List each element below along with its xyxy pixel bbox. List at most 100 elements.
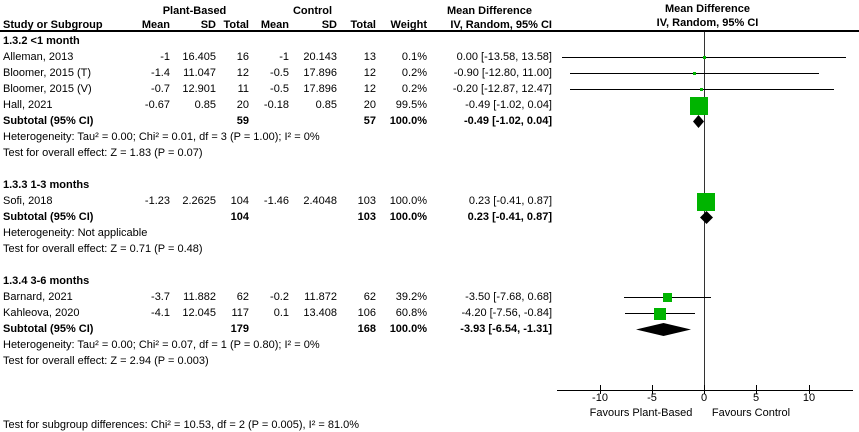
- value-cell: 0.85: [315, 99, 337, 111]
- value-cell: 11.047: [183, 67, 216, 79]
- value-cell: 100.0%: [389, 115, 427, 127]
- col-header-sd2: SD: [321, 19, 337, 31]
- value-cell: 12: [363, 67, 376, 79]
- subtotal-row: Subtotal (95% CI) 179 168 100.0% -3.93 [-6.5…: [3, 321, 552, 337]
- value-cell: -0.2: [270, 291, 289, 303]
- value-cell: 11.872: [304, 291, 337, 303]
- value-cell: 104: [230, 195, 249, 207]
- value-cell: 13.408: [303, 307, 337, 319]
- value-cell: 0.23 [-0.41, 0.87]: [467, 211, 552, 223]
- tick-label: 0: [700, 392, 708, 404]
- favours-left-label: Favours Plant-Based: [589, 407, 693, 419]
- study-row: Bloomer, 2015 (V) -0.7 12.901 11 -0.5 17.896 1…: [3, 81, 552, 97]
- value-cell: 11.882: [183, 291, 216, 303]
- favours-right-label: Favours Control: [711, 407, 791, 419]
- effect-square: [700, 88, 703, 91]
- study-label: Subtotal (95% CI): [3, 323, 94, 335]
- md-plot-column-subtitle: IV, Random, 95% CI: [656, 17, 759, 29]
- value-cell: -0.90 [-12.80, 11.00]: [453, 67, 552, 79]
- value-cell: -3.7: [151, 291, 170, 303]
- value-cell: 59: [236, 115, 249, 127]
- header-underline: [0, 30, 859, 32]
- value-cell: 100.0%: [389, 211, 427, 223]
- value-cell: -1: [160, 51, 170, 63]
- effect-square: [703, 56, 706, 59]
- value-cell: 20.143: [303, 51, 337, 63]
- group-header-control: Control: [292, 5, 333, 17]
- tick-label: 10: [802, 392, 816, 404]
- value-cell: -4.1: [151, 307, 170, 319]
- value-cell: -1.46: [263, 195, 289, 207]
- value-cell: -1.23: [144, 195, 170, 207]
- subgroup-title: 1.3.3 1-3 months: [3, 179, 90, 191]
- value-cell: 17.896: [303, 67, 337, 79]
- subgroup-title: 1.3.2 <1 month: [3, 35, 80, 47]
- value-cell: -0.67: [144, 99, 170, 111]
- value-cell: -0.49 [-1.02, 0.04]: [463, 115, 552, 127]
- value-cell: 20: [363, 99, 376, 111]
- value-cell: -0.20 [-12.87, 12.47]: [452, 83, 552, 95]
- tick-label: -5: [647, 392, 657, 404]
- study-row: Bloomer, 2015 (T) -1.4 11.047 12 -0.5 17.896 1…: [3, 65, 552, 81]
- value-cell: 39.2%: [395, 291, 427, 303]
- value-cell: -1.4: [151, 67, 170, 79]
- effect-square: [654, 308, 666, 320]
- value-cell: 100.0%: [389, 195, 427, 207]
- value-cell: 100.0%: [389, 323, 427, 335]
- col-header-mean1: Mean: [141, 19, 170, 31]
- md-plot-column-title: Mean Difference: [665, 3, 750, 15]
- subtotal-diamond: [700, 211, 713, 224]
- value-cell: 117: [231, 307, 249, 319]
- value-cell: 2.2625: [182, 195, 216, 207]
- effect-square: [663, 293, 672, 302]
- col-header-sd1: SD: [200, 19, 216, 31]
- axis-tick: [652, 385, 653, 394]
- value-cell: 12: [363, 83, 376, 95]
- value-cell: 168: [357, 323, 376, 335]
- group-header-row: Plant-Based Control Mean Difference: [3, 3, 552, 19]
- study-label: Subtotal (95% CI): [3, 211, 94, 223]
- value-cell: 13: [363, 51, 376, 63]
- axis-tick: [600, 385, 601, 394]
- value-cell: 16: [236, 51, 249, 63]
- study-label: Alleman, 2013: [3, 51, 74, 63]
- value-cell: 62: [236, 291, 249, 303]
- value-cell: 0.2%: [401, 83, 427, 95]
- value-cell: 20: [236, 99, 249, 111]
- col-header-ci-text: IV, Random, 95% CI: [450, 19, 552, 31]
- value-cell: -0.5: [270, 83, 289, 95]
- value-cell: 0.1: [273, 307, 289, 319]
- value-cell: 0.2%: [401, 67, 427, 79]
- value-cell: 16.405: [182, 51, 216, 63]
- study-label: Bloomer, 2015 (T): [3, 67, 92, 79]
- value-cell: 0.1%: [401, 51, 427, 63]
- value-cell: 17.896: [303, 83, 337, 95]
- value-cell: 99.5%: [395, 99, 427, 111]
- heterogeneity-text: Heterogeneity: Tau² = 0.00; Chi² = 0.01,…: [3, 131, 320, 143]
- subtotal-diamond: [636, 323, 691, 336]
- col-header-mean2: Mean: [260, 19, 289, 31]
- study-row: Hall, 2021 -0.67 0.85 20 -0.18 0.85 20 99.5% -0.…: [3, 97, 552, 113]
- study-label: Kahleova, 2020: [3, 307, 80, 319]
- value-cell: 62: [363, 291, 376, 303]
- value-cell: 2.4048: [303, 195, 337, 207]
- value-cell: 11: [237, 83, 249, 95]
- study-label: Subtotal (95% CI): [3, 115, 94, 127]
- value-cell: 12.045: [182, 307, 216, 319]
- col-header-total2: Total: [350, 19, 376, 31]
- study-label: Sofi, 2018: [3, 195, 53, 207]
- study-row: Barnard, 2021 -3.7 11.882 62 -0.2 11.872 62 39.…: [3, 289, 552, 305]
- axis-tick: [756, 385, 757, 394]
- column-header-row: Study or Subgroup Mean SD Total Mean SD …: [3, 17, 552, 33]
- x-axis: [557, 390, 853, 391]
- md-text-column-title: Mean Difference: [447, 5, 532, 17]
- study-label: Bloomer, 2015 (V): [3, 83, 92, 95]
- value-cell: -4.20 [-7.56, -0.84]: [461, 307, 553, 319]
- value-cell: 106: [357, 307, 376, 319]
- value-cell: 0.85: [194, 99, 216, 111]
- value-cell: 0.23 [-0.41, 0.87]: [468, 195, 552, 207]
- zero-line: [704, 32, 705, 390]
- value-cell: -0.5: [270, 67, 289, 79]
- value-cell: -1: [279, 51, 289, 63]
